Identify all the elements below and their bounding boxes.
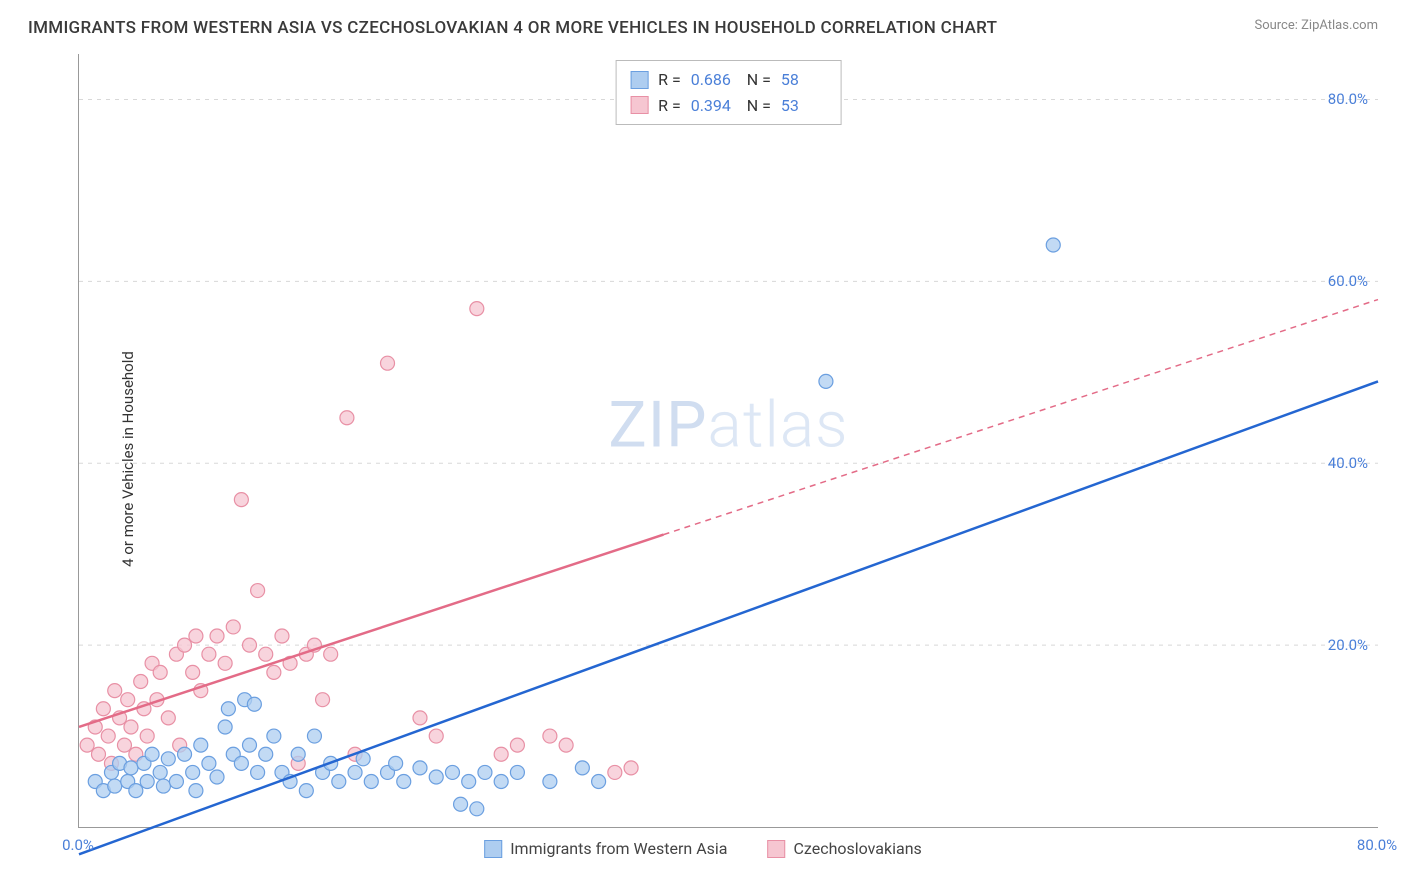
legend-swatch-pink <box>767 840 785 858</box>
r-value-blue: 0.686 <box>691 67 737 93</box>
plot-area: ZIPatlas R = 0.686 N = 58 R = 0.394 N = … <box>78 54 1378 828</box>
y-tick: 40.0% <box>1328 454 1368 472</box>
y-tick: 60.0% <box>1328 272 1368 290</box>
n-value-blue: 58 <box>781 67 827 93</box>
legend-label-blue: Immigrants from Western Asia <box>510 839 727 858</box>
stats-row-pink: R = 0.394 N = 53 <box>630 93 827 119</box>
r-label: R = <box>658 67 681 93</box>
swatch-pink <box>630 96 648 114</box>
legend-label-pink: Czechoslovakians <box>793 839 921 858</box>
stats-row-blue: R = 0.686 N = 58 <box>630 67 827 93</box>
scatter-plot <box>79 54 1378 827</box>
n-label: N = <box>747 67 771 93</box>
y-tick: 80.0% <box>1328 90 1368 108</box>
legend-item-pink: Czechoslovakians <box>767 839 921 858</box>
r-value-pink: 0.394 <box>691 93 737 119</box>
series-legend: Immigrants from Western Asia Czechoslova… <box>484 839 922 858</box>
n-label: N = <box>747 93 771 119</box>
x-tick: 0.0% <box>62 836 94 854</box>
x-tick: 80.0% <box>1357 836 1397 854</box>
stats-legend: R = 0.686 N = 58 R = 0.394 N = 53 <box>615 60 842 125</box>
chart-container: 4 or more Vehicles in Household ZIPatlas… <box>28 54 1378 864</box>
legend-swatch-blue <box>484 840 502 858</box>
source-label: Source: ZipAtlas.com <box>1254 18 1378 33</box>
y-tick: 20.0% <box>1328 636 1368 654</box>
n-value-pink: 53 <box>781 93 827 119</box>
r-label: R = <box>658 93 681 119</box>
chart-title: IMMIGRANTS FROM WESTERN ASIA VS CZECHOSL… <box>28 18 997 38</box>
legend-item-blue: Immigrants from Western Asia <box>484 839 727 858</box>
swatch-blue <box>630 71 648 89</box>
